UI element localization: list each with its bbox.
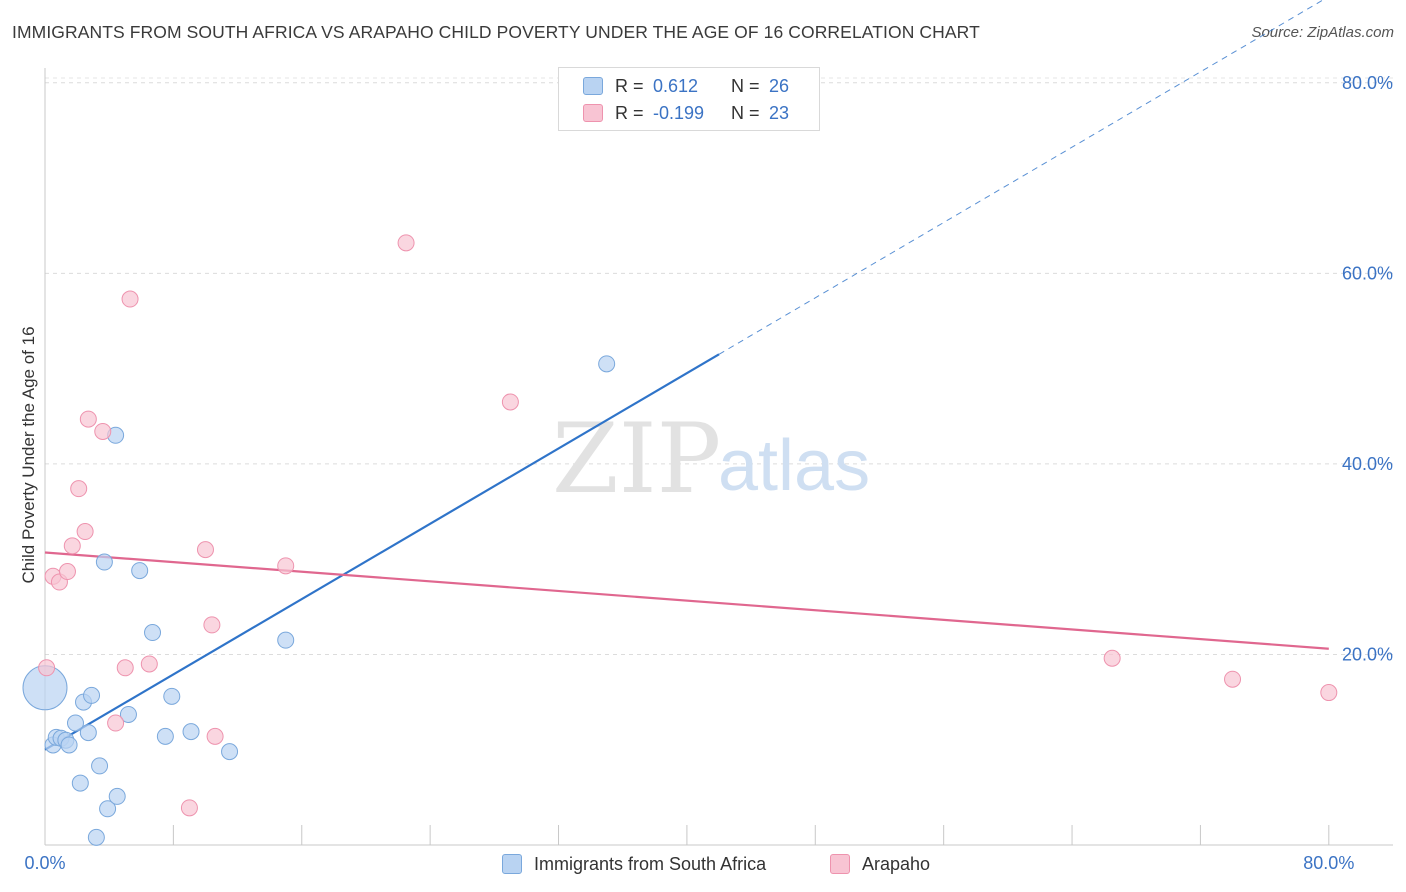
point-arapaho	[76, 523, 94, 541]
point-arapaho	[501, 393, 519, 411]
bottom-legend-swatch-blue	[502, 854, 522, 874]
point-immigrants	[221, 743, 239, 761]
bottom-legend-label-arapaho: Arapaho	[862, 853, 931, 874]
bottom-legend-arapaho: Arapaho	[830, 852, 930, 876]
y-tick-label: 20.0%	[1342, 644, 1393, 664]
y-axis-label: Child Poverty Under the Age of 16	[19, 326, 38, 583]
point-immigrants	[156, 727, 174, 745]
bottom-legend-label-immigrants: Immigrants from South Africa	[534, 853, 767, 874]
legend-r-value: -0.199	[653, 102, 705, 123]
bottom-legend-swatch-pink	[830, 854, 850, 874]
point-immigrants	[277, 631, 295, 649]
point-arapaho	[1103, 649, 1121, 667]
point-arapaho	[116, 659, 134, 677]
y-tick-label: 80.0%	[1342, 73, 1393, 93]
point-immigrants	[79, 724, 97, 742]
x-tick-label: 0.0%	[24, 853, 65, 873]
point-arapaho	[70, 480, 88, 498]
legend-r-label: R =	[615, 75, 644, 96]
point-arapaho	[180, 799, 198, 817]
tick-labels: 20.0% 40.0% 60.0% 80.0% 0.0% 80.0%	[24, 73, 1393, 873]
data-points	[22, 234, 1338, 846]
chart-title: IMMIGRANTS FROM SOUTH AFRICA VS ARAPAHO …	[12, 22, 980, 42]
legend-row-arapaho: R = -0.199 N = 23	[583, 101, 789, 125]
point-immigrants	[182, 723, 200, 741]
point-arapaho	[1320, 684, 1338, 702]
legend-r-label: R =	[615, 102, 644, 123]
point-immigrants	[598, 355, 616, 373]
legend-row-immigrants: R = 0.612 N = 26	[583, 74, 789, 98]
legend-r-value: 0.612	[653, 75, 699, 96]
point-arapaho	[203, 616, 221, 634]
point-immigrants	[60, 736, 78, 754]
watermark: ZIP atlas	[552, 403, 870, 515]
point-arapaho	[38, 659, 56, 677]
watermark-atlas: atlas	[718, 426, 870, 506]
y-tick-label: 40.0%	[1342, 454, 1393, 474]
point-immigrants	[83, 686, 101, 704]
axes	[44, 68, 1393, 846]
point-arapaho	[79, 410, 97, 428]
legend-n-value: 26	[769, 75, 790, 96]
x-tick-label: 80.0%	[1303, 853, 1354, 873]
legend-swatch-pink	[583, 104, 603, 122]
point-immigrants	[144, 624, 162, 642]
point-arapaho	[397, 234, 415, 252]
point-arapaho	[63, 537, 81, 555]
point-immigrants	[99, 800, 117, 818]
point-arapaho	[206, 727, 224, 745]
point-immigrants	[163, 687, 181, 705]
point-immigrants	[87, 828, 105, 846]
y-tick-label: 60.0%	[1342, 263, 1393, 283]
point-arapaho	[107, 714, 125, 732]
trend-line-immigrants-extension	[718, 0, 1324, 355]
point-arapaho	[1224, 670, 1242, 688]
source-label: Source: ZipAtlas.com	[1251, 24, 1394, 41]
legend-n-value: 23	[769, 102, 790, 123]
point-arapaho	[94, 422, 112, 440]
point-arapaho	[277, 557, 295, 575]
legend-n-label: N =	[731, 102, 760, 123]
point-immigrants	[119, 705, 137, 723]
trend-line-arapaho	[44, 551, 1329, 650]
point-arapaho	[140, 655, 158, 673]
point-arapaho	[58, 563, 76, 581]
trend-line-immigrants	[44, 353, 720, 751]
point-immigrants	[95, 553, 113, 571]
point-immigrants	[71, 774, 89, 792]
correlation-legend: R = 0.612 N = 26 R = -0.199 N = 23	[558, 67, 820, 131]
trend-lines	[44, 0, 1329, 751]
point-immigrants	[108, 787, 126, 805]
legend-swatch-blue	[583, 77, 603, 95]
watermark-zip: ZIP	[552, 403, 721, 515]
legend-n-label: N =	[731, 75, 760, 96]
point-arapaho	[121, 290, 139, 308]
point-immigrants	[66, 714, 84, 732]
point-immigrants	[91, 757, 109, 775]
bottom-legend-immigrants: Immigrants from South Africa	[502, 852, 766, 876]
point-arapaho	[196, 541, 214, 559]
point-immigrants	[131, 562, 149, 580]
